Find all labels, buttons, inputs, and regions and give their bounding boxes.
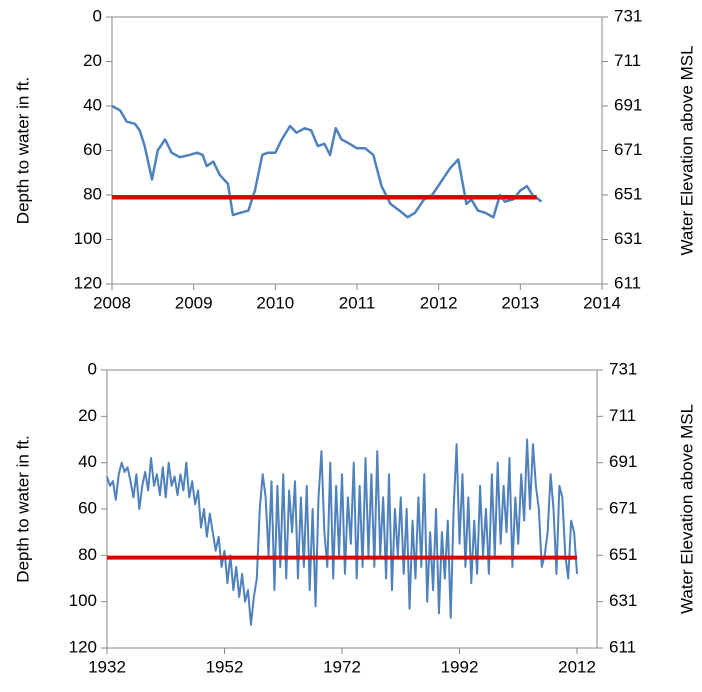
y-axis-title: Depth to water in ft. xyxy=(13,435,32,582)
x-tick-label: 1972 xyxy=(323,657,361,676)
x-tick-label: 2008 xyxy=(93,293,131,312)
y-tick-label: 100 xyxy=(74,229,102,248)
y-tick-label: 120 xyxy=(69,637,97,656)
y-tick-label: 20 xyxy=(83,51,102,70)
x-tick-label: 1952 xyxy=(206,657,244,676)
y2-tick-label: 731 xyxy=(614,6,642,25)
x-tick-label: 2011 xyxy=(339,293,376,312)
y2-tick-label: 711 xyxy=(609,406,636,425)
plot-frame xyxy=(111,16,603,285)
y-tick-label: 60 xyxy=(78,498,97,517)
y2-tick-label: 651 xyxy=(614,184,642,203)
y2-tick-label: 691 xyxy=(609,452,637,471)
x-tick-label: 2010 xyxy=(256,293,294,312)
y-tick-label: 20 xyxy=(78,406,97,425)
x-tick-label: 2012 xyxy=(420,293,458,312)
y2-tick-label: 631 xyxy=(614,229,642,248)
line xyxy=(106,438,579,626)
y2-tick-label: 611 xyxy=(614,273,641,292)
y-axis-title: Depth to water in ft. xyxy=(13,77,32,224)
y-tick-label: 0 xyxy=(93,6,102,25)
y2-tick-label: 711 xyxy=(614,51,641,70)
x-tick-label: 1992 xyxy=(441,657,479,676)
x-tick-label: 2009 xyxy=(175,293,213,312)
y-tick-label: 40 xyxy=(78,452,97,471)
y-tick-label: 120 xyxy=(74,273,102,292)
y2-tick-label: 671 xyxy=(609,498,637,517)
y2-tick-label: 651 xyxy=(609,545,637,564)
x-tick-label: 2014 xyxy=(583,293,621,312)
x-tick-label: 1932 xyxy=(88,657,126,676)
y-tick-label: 60 xyxy=(83,140,102,159)
x-tick-label: 2012 xyxy=(558,657,596,676)
y2-tick-label: 611 xyxy=(609,637,636,656)
y-tick-label: 80 xyxy=(83,184,102,203)
y2-axis-title: Water Elevation above MSL xyxy=(677,45,696,255)
y-tick-label: 80 xyxy=(78,545,97,564)
y2-tick-label: 691 xyxy=(614,95,642,114)
y2-tick-label: 671 xyxy=(614,140,642,159)
x-tick-label: 2013 xyxy=(501,293,539,312)
y-tick-label: 0 xyxy=(88,359,97,378)
y2-tick-label: 731 xyxy=(609,359,637,378)
y2-axis-title: Water Elevation above MSL xyxy=(677,404,696,614)
y-tick-label: 100 xyxy=(69,591,97,610)
y-tick-label: 40 xyxy=(83,95,102,114)
y2-tick-label: 631 xyxy=(609,591,637,610)
line xyxy=(111,104,543,219)
